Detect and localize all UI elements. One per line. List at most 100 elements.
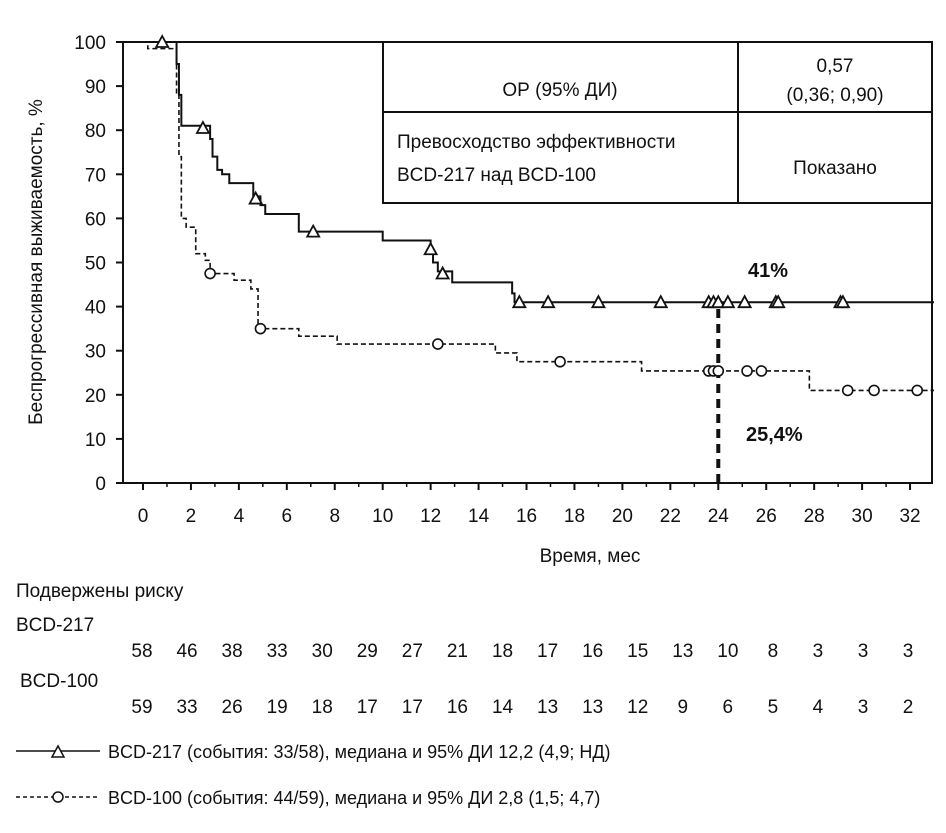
censor-mark-triangle: [653, 294, 669, 309]
x-tick-label: 16: [516, 506, 537, 527]
x-tick-label: 12: [420, 506, 441, 527]
risk-count-bcd-100: 3: [858, 697, 869, 718]
y-axis-label: Беспрогрессивная выживаемость, %: [26, 99, 47, 425]
y-tick-label: 20: [85, 386, 106, 407]
risk-count-bcd-217: 38: [222, 641, 243, 662]
risk-title: Подвержены риску: [16, 581, 184, 602]
risk-count-bcd-100: 5: [768, 697, 779, 718]
censor-mark-triangle: [540, 294, 556, 309]
risk-count-bcd-217: 46: [176, 641, 197, 662]
risk-count-bcd-217: 17: [537, 641, 558, 662]
y-tick-label: 0: [95, 474, 106, 495]
censor-mark-circle: [911, 384, 924, 397]
risk-count-bcd-217: 18: [492, 641, 513, 662]
table-superiority-value: Показано: [793, 158, 877, 179]
curve-bcd-100: [143, 41, 935, 392]
x-tick-label: 8: [329, 506, 340, 527]
y-tick-label: 80: [85, 121, 106, 142]
risk-count-bcd-217: 10: [717, 641, 738, 662]
risk-count-bcd-100: 19: [267, 697, 288, 718]
risk-count-bcd-100: 4: [813, 697, 824, 718]
curves: [143, 34, 935, 483]
x-tick-label: 30: [852, 506, 873, 527]
table-hr-label: ОР (95% ДИ): [502, 80, 617, 101]
risk-count-bcd-100: 26: [222, 697, 243, 718]
risk-count-bcd-100: 14: [492, 697, 514, 718]
censor-mark-triangle: [590, 294, 606, 309]
censor-mark-triangle: [305, 223, 321, 238]
x-tick-label: 26: [756, 506, 777, 527]
risk-count-bcd-100: 13: [537, 697, 558, 718]
x-tick-label: 2: [186, 506, 197, 527]
censor-mark-circle: [432, 338, 444, 350]
risk-count-bcd-100: 17: [357, 697, 378, 718]
x-tick-label: 24: [708, 506, 730, 527]
risk-count-bcd-217: 58: [131, 641, 152, 662]
censor-mark-triangle: [770, 294, 786, 309]
risk-count-bcd-217: 3: [903, 641, 914, 662]
y-tick-label: 50: [85, 254, 106, 275]
risk-count-bcd-217: 33: [267, 641, 288, 662]
risk-count-bcd-217: 29: [357, 641, 378, 662]
risk-count-bcd-100: 13: [582, 697, 603, 718]
legend-bcd217: BCD-217 (события: 33/58), медиана и 95% …: [108, 742, 611, 762]
y-tick-label: 10: [85, 430, 106, 451]
table-hr-ci: (0,36; 0,90): [786, 85, 883, 106]
censor-mark-circle: [755, 365, 768, 377]
censor-mark-triangle: [435, 265, 451, 280]
risk-count-bcd-217: 27: [402, 641, 423, 662]
table-hr-value: 0,57: [817, 56, 854, 77]
x-tick-label: 10: [372, 506, 393, 527]
risk-count-bcd-100: 18: [312, 697, 333, 718]
risk-table: 58 46 38 33 30 29 27 21 18 17 16 15 13 10 8 3 3 359 33 26 19…: [131, 641, 913, 718]
censor-mark-circle: [254, 322, 267, 335]
y-tick-label: 60: [85, 209, 106, 230]
risk-count-bcd-100: 6: [723, 697, 734, 718]
y-tick-label: 70: [85, 165, 106, 186]
censor-mark-triangle: [835, 294, 851, 309]
censor-mark-circle: [712, 365, 725, 377]
x-tick-label: 0: [138, 506, 149, 527]
risk-count-bcd-100: 9: [677, 697, 688, 718]
risk-count-bcd-100: 2: [903, 697, 914, 718]
x-tick-label: 32: [899, 506, 920, 527]
censor-mark-triangle: [195, 120, 211, 134]
annotation-25-4: 25,4%: [746, 424, 803, 446]
y-tick-label: 100: [74, 33, 106, 54]
risk-count-bcd-217: 16: [582, 641, 603, 662]
annotation-41: 41%: [748, 260, 788, 282]
y-tick-label: 30: [85, 342, 106, 363]
risk-count-bcd-100: 59: [131, 697, 152, 718]
censor-mark-triangle: [737, 294, 753, 309]
risk-count-bcd-217: 3: [813, 641, 824, 662]
risk-row-label-bcd100: BCD-100: [20, 671, 98, 692]
x-tick-label: 14: [468, 506, 490, 527]
censor-mark-triangle: [248, 190, 264, 205]
risk-count-bcd-217: 8: [768, 641, 779, 662]
censor-mark-circle: [554, 355, 566, 368]
x-tick-label: 6: [282, 506, 293, 527]
legend: BCD-217 (события: 33/58), медиана и 95% …: [16, 742, 611, 808]
censor-mark-triangle: [710, 294, 726, 309]
risk-count-bcd-217: 3: [858, 641, 869, 662]
legend-bcd100: BCD-100 (события: 44/59), медиана и 95% …: [108, 788, 600, 808]
censor-mark-triangle: [423, 241, 439, 256]
censor-mark-triangle: [720, 294, 736, 309]
risk-count-bcd-100: 16: [447, 697, 468, 718]
y-tick-label: 90: [85, 77, 106, 98]
censor-mark-circle: [204, 267, 216, 280]
x-tick-label: 18: [564, 506, 585, 527]
x-tick-label: 20: [612, 506, 633, 527]
censor-mark-triangle: [154, 34, 170, 48]
risk-count-bcd-217: 30: [312, 641, 333, 662]
triangle-marker-icon: [50, 744, 66, 758]
hr-table: ОР (95% ДИ) 0,57 (0,36; 0,90) Превосходс…: [382, 41, 933, 204]
censor-mark-circle: [868, 384, 880, 397]
risk-count-bcd-100: 33: [176, 697, 197, 718]
risk-count-bcd-100: 12: [627, 697, 648, 718]
circle-marker-icon: [52, 791, 64, 803]
risk-count-bcd-100: 17: [402, 697, 423, 718]
risk-row-label-bcd217: BCD-217: [16, 615, 94, 636]
